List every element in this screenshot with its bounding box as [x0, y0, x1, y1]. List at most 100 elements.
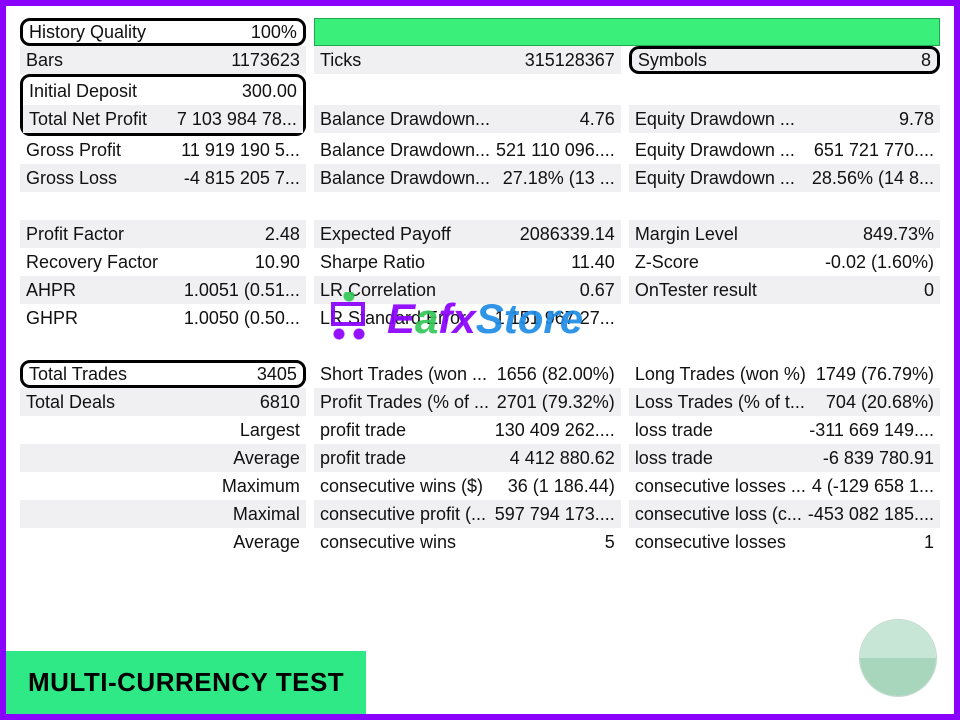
balance-dd-1-value: 4.76 [574, 109, 615, 130]
avg-cons-losses-value: 1 [918, 532, 934, 553]
expected-payoff-row: Expected Payoff 2086339.14 [314, 220, 621, 248]
equity-dd-1-row: Equity Drawdown ... 9.78 [629, 105, 940, 133]
equity-dd-3-row: Equity Drawdown ... 28.56% (14 8... [629, 164, 940, 192]
expected-payoff-label: Expected Payoff [320, 224, 451, 245]
balance-dd-3-value: 27.18% (13 ... [497, 168, 615, 189]
maximum-label: Maximum [26, 476, 300, 497]
long-trades-label: Long Trades (won %) [635, 364, 806, 385]
max-wins-label: consecutive wins ($) [320, 476, 483, 497]
largest-row: Largest [20, 416, 306, 444]
ticks-row: Ticks 315128367 [314, 46, 621, 74]
empty-cell [629, 74, 940, 102]
equity-dd-1-label: Equity Drawdown ... [635, 109, 795, 130]
gross-profit-label: Gross Profit [26, 140, 121, 161]
bars-label: Bars [26, 50, 63, 71]
total-net-profit-label: Total Net Profit [29, 109, 147, 130]
average-profit-value: 4 412 880.62 [504, 448, 615, 469]
report-container: History Quality 100% Bars 1173623 Ticks … [6, 6, 954, 596]
sharpe-ratio-row: Sharpe Ratio 11.40 [314, 248, 621, 276]
profit-trades-label: Profit Trades (% of ... [320, 392, 489, 413]
bars-row: Bars 1173623 [20, 46, 306, 74]
initial-deposit-row: Initial Deposit 300.00 [23, 77, 303, 105]
spacer-alt-2 [20, 556, 940, 584]
total-trades-row: Total Trades 3405 [20, 360, 306, 388]
largest-loss-row: loss trade -311 669 149.... [629, 416, 940, 444]
recovery-factor-row: Recovery Factor 10.90 [20, 248, 306, 276]
symbols-label: Symbols [638, 50, 707, 71]
average-loss-value: -6 839 780.91 [817, 448, 934, 469]
history-quality-value: 100% [245, 22, 297, 43]
short-trades-label: Short Trades (won ... [320, 364, 487, 385]
balance-dd-2-value: 521 110 096.... [490, 140, 615, 161]
recovery-factor-label: Recovery Factor [26, 252, 158, 273]
maximal-profit-row: consecutive profit (... 597 794 173.... [314, 500, 621, 528]
avg-cons-losses-row: consecutive losses 1 [629, 528, 940, 556]
largest-label: Largest [26, 420, 300, 441]
margin-level-row: Margin Level 849.73% [629, 220, 940, 248]
total-deals-value: 6810 [254, 392, 300, 413]
balance-dd-2-label: Balance Drawdown... [320, 140, 490, 161]
ahpr-value: 1.0051 (0.51... [178, 280, 300, 301]
profit-factor-row: Profit Factor 2.48 [20, 220, 306, 248]
short-trades-value: 1656 (82.00%) [491, 364, 615, 385]
gross-profit-row: Gross Profit 11 919 190 5... [20, 136, 306, 164]
deposit-highlight: Initial Deposit 300.00 Total Net Profit … [20, 74, 306, 136]
total-trades-value: 3405 [251, 364, 297, 385]
z-score-value: -0.02 (1.60%) [819, 252, 934, 273]
max-wins-row: consecutive wins ($) 36 (1 186.44) [314, 472, 621, 500]
maximal-profit-label: consecutive profit (... [320, 504, 486, 525]
gross-profit-value: 11 919 190 5... [175, 140, 300, 161]
lr-std-label: LR Standard Error [320, 308, 466, 329]
average2-label: Average [26, 532, 300, 553]
lr-corr-label: LR Correlation [320, 280, 436, 301]
empty-cell [314, 74, 621, 102]
equity-dd-3-value: 28.56% (14 8... [806, 168, 934, 189]
multi-currency-badge: MULTI-CURRENCY TEST [6, 651, 366, 714]
short-trades-row: Short Trades (won ... 1656 (82.00%) [314, 360, 621, 388]
profit-factor-value: 2.48 [259, 224, 300, 245]
equity-dd-2-row: Equity Drawdown ... 651 721 770.... [629, 136, 940, 164]
gross-loss-value: -4 815 205 7... [178, 168, 300, 189]
equity-dd-2-label: Equity Drawdown ... [635, 140, 795, 161]
largest-profit-label: profit trade [320, 420, 406, 441]
symbols-value: 8 [915, 50, 931, 71]
largest-profit-value: 130 409 262.... [489, 420, 615, 441]
decorative-circle-icon [860, 620, 936, 696]
balance-dd-1-label: Balance Drawdown... [320, 109, 490, 130]
loss-trades-value: 704 (20.68%) [820, 392, 934, 413]
ghpr-label: GHPR [26, 308, 78, 329]
maximal-loss-row: consecutive loss (c... -453 082 185.... [629, 500, 940, 528]
average-profit-label: profit trade [320, 448, 406, 469]
expected-payoff-value: 2086339.14 [514, 224, 615, 245]
long-trades-value: 1749 (76.79%) [810, 364, 934, 385]
avg-cons-wins-label: consecutive wins [320, 532, 456, 553]
lr-std-value: 1 151 967 27... [489, 308, 615, 329]
total-net-profit-row: Total Net Profit 7 103 984 78... [23, 105, 303, 133]
lr-corr-value: 0.67 [574, 280, 615, 301]
z-score-row: Z-Score -0.02 (1.60%) [629, 248, 940, 276]
maximal-row: Maximal [20, 500, 306, 528]
sharpe-ratio-label: Sharpe Ratio [320, 252, 425, 273]
margin-level-label: Margin Level [635, 224, 738, 245]
average2-row: Average [20, 528, 306, 556]
z-score-label: Z-Score [635, 252, 699, 273]
largest-profit-row: profit trade 130 409 262.... [314, 416, 621, 444]
average-row: Average [20, 444, 306, 472]
maximal-profit-value: 597 794 173.... [489, 504, 615, 525]
bars-value: 1173623 [225, 50, 300, 71]
gross-loss-label: Gross Loss [26, 168, 117, 189]
spacer-alt [20, 332, 940, 360]
maximal-label: Maximal [26, 504, 300, 525]
max-wins-value: 36 (1 186.44) [502, 476, 615, 497]
sharpe-ratio-value: 11.40 [565, 252, 615, 273]
empty-cell [629, 304, 940, 332]
ghpr-row: GHPR 1.0050 (0.50... [20, 304, 306, 332]
maximal-loss-label: consecutive loss (c... [635, 504, 802, 525]
profit-factor-label: Profit Factor [26, 224, 124, 245]
spacer [20, 192, 940, 220]
loss-trades-row: Loss Trades (% of t... 704 (20.68%) [629, 388, 940, 416]
lr-corr-row: LR Correlation 0.67 [314, 276, 621, 304]
max-losses-value: 4 (-129 658 1... [806, 476, 934, 497]
history-quality-row: History Quality 100% [20, 18, 306, 46]
largest-loss-value: -311 669 149.... [803, 420, 934, 441]
